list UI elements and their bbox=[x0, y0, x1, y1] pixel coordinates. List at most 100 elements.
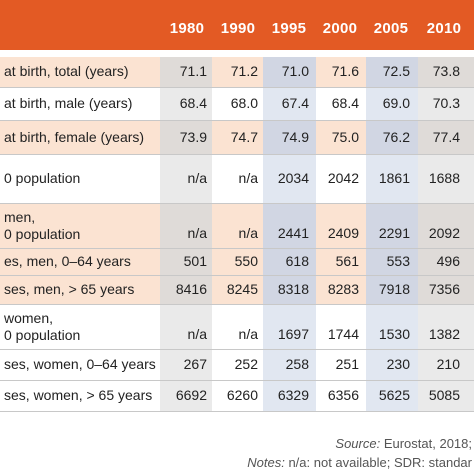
column-shade bbox=[263, 88, 316, 120]
table-cell: 1688 bbox=[428, 170, 460, 186]
column-shade bbox=[366, 121, 418, 154]
column-shade bbox=[366, 350, 418, 380]
source-note: Source: Eurostat, 2018; bbox=[335, 436, 472, 451]
table-cell: 77.4 bbox=[432, 128, 460, 145]
row-label: at birth, male (years) bbox=[4, 95, 133, 111]
table-cell: 1382 bbox=[428, 326, 460, 342]
table-cell: 550 bbox=[234, 253, 258, 269]
table-cell: 1697 bbox=[277, 326, 309, 342]
row-label: 0 population bbox=[4, 170, 81, 186]
table-cell: 73.9 bbox=[179, 128, 207, 145]
table-cell: n/a bbox=[187, 170, 207, 186]
table-cell: 1744 bbox=[327, 326, 359, 342]
column-shade bbox=[160, 204, 212, 248]
table-cell: 74.9 bbox=[281, 128, 309, 145]
column-shade bbox=[418, 204, 474, 248]
column-shade bbox=[366, 204, 418, 248]
table-row: ses, women, > 65 years 6692 6260 6329 6356 56… bbox=[0, 381, 474, 411]
column-shade bbox=[160, 350, 212, 380]
table-row: at birth, male (years) 68.4 68.0 67.4 68.4 69… bbox=[0, 88, 474, 120]
table-cell: 2409 bbox=[327, 225, 359, 241]
source-label: Source: bbox=[335, 436, 381, 451]
table-cell: 74.7 bbox=[230, 128, 258, 145]
table-cell: n/a bbox=[238, 326, 258, 342]
year-header-1980: 1980 bbox=[169, 20, 205, 37]
column-shade bbox=[263, 204, 316, 248]
table-cell: 8283 bbox=[327, 281, 359, 297]
table-cell: 1530 bbox=[378, 326, 410, 342]
year-header-2005: 2005 bbox=[373, 20, 409, 37]
column-shade bbox=[160, 249, 212, 275]
year-header-1990: 1990 bbox=[220, 20, 256, 37]
table-cell: 5625 bbox=[378, 387, 410, 403]
column-shade bbox=[418, 350, 474, 380]
column-shade bbox=[263, 381, 316, 411]
table-cell: 72.5 bbox=[382, 63, 410, 79]
column-shade bbox=[263, 155, 316, 203]
table-cell: 68.0 bbox=[230, 95, 258, 111]
row-label: men, 0 population bbox=[4, 209, 80, 243]
table-cell: 6329 bbox=[277, 387, 309, 403]
column-shade bbox=[160, 381, 212, 411]
column-shade bbox=[366, 57, 418, 87]
column-shade bbox=[366, 88, 418, 120]
table-cell: 73.8 bbox=[432, 63, 460, 79]
row-label-line1: women, bbox=[4, 310, 54, 326]
table-cell: 496 bbox=[436, 253, 460, 269]
row-label: women, 0 population bbox=[4, 310, 80, 344]
row-divider bbox=[0, 154, 474, 155]
column-shade bbox=[418, 276, 474, 304]
table-cell: 252 bbox=[234, 356, 258, 372]
table-row: at birth, female (years) 73.9 74.7 74.9 75.0… bbox=[0, 121, 474, 154]
table-cell: 8245 bbox=[226, 281, 258, 297]
table-cell: 5085 bbox=[428, 387, 460, 403]
row-divider bbox=[0, 248, 474, 249]
table-cell: 6356 bbox=[327, 387, 359, 403]
row-divider bbox=[0, 304, 474, 305]
column-shade bbox=[418, 381, 474, 411]
table-cell: 2092 bbox=[428, 225, 460, 241]
table-cell: 553 bbox=[386, 253, 410, 269]
row-divider bbox=[0, 87, 474, 88]
row-divider bbox=[0, 411, 474, 412]
table-cell: 8416 bbox=[175, 281, 207, 297]
column-shade bbox=[263, 305, 316, 349]
row-label: at birth, total (years) bbox=[4, 63, 129, 79]
notes-note: Notes: n/a: not available; SDR: standar bbox=[247, 455, 472, 470]
column-shade bbox=[366, 155, 418, 203]
table-cell: 267 bbox=[183, 356, 207, 372]
table-cell: 67.4 bbox=[281, 95, 309, 111]
column-shade bbox=[366, 249, 418, 275]
table-cell: 69.0 bbox=[382, 95, 410, 111]
table-cell: 501 bbox=[183, 253, 207, 269]
row-label-line1: men, bbox=[4, 209, 36, 225]
table-row: at birth, total (years) 71.1 71.2 71.0 71.6 7… bbox=[0, 57, 474, 87]
column-shade bbox=[366, 381, 418, 411]
table-row: men, 0 population n/a n/a 2441 2409 2291 2092 bbox=[0, 204, 474, 248]
row-divider bbox=[0, 349, 474, 350]
table-cell: 8318 bbox=[277, 281, 309, 297]
table-cell: 68.4 bbox=[331, 95, 359, 111]
table-cell: 71.2 bbox=[230, 63, 258, 79]
table-header: 1980 1990 1995 2000 2005 2010 bbox=[0, 0, 474, 50]
column-shade bbox=[366, 276, 418, 304]
notes-text: n/a: not available; SDR: standar bbox=[284, 455, 472, 470]
column-shade bbox=[160, 88, 212, 120]
table-cell: 2291 bbox=[378, 225, 410, 241]
table-row: women, 0 population n/a n/a 1697 1744 1530 1382 bbox=[0, 305, 474, 349]
row-label: ses, women, 0–64 years bbox=[4, 356, 156, 372]
table-cell: 70.3 bbox=[432, 95, 460, 111]
table-cell: 75.0 bbox=[331, 128, 359, 145]
column-shade bbox=[160, 121, 212, 154]
notes-label: Notes: bbox=[247, 455, 285, 470]
table-cell: 1861 bbox=[378, 170, 410, 186]
table-cell: 7918 bbox=[378, 281, 410, 297]
table-cell: 76.2 bbox=[382, 128, 410, 145]
column-shade bbox=[263, 57, 316, 87]
year-header-1995: 1995 bbox=[271, 20, 307, 37]
column-shade bbox=[160, 305, 212, 349]
table-cell: 6692 bbox=[175, 387, 207, 403]
row-label: at birth, female (years) bbox=[4, 128, 145, 145]
table-cell: 2042 bbox=[327, 170, 359, 186]
column-shade bbox=[263, 249, 316, 275]
